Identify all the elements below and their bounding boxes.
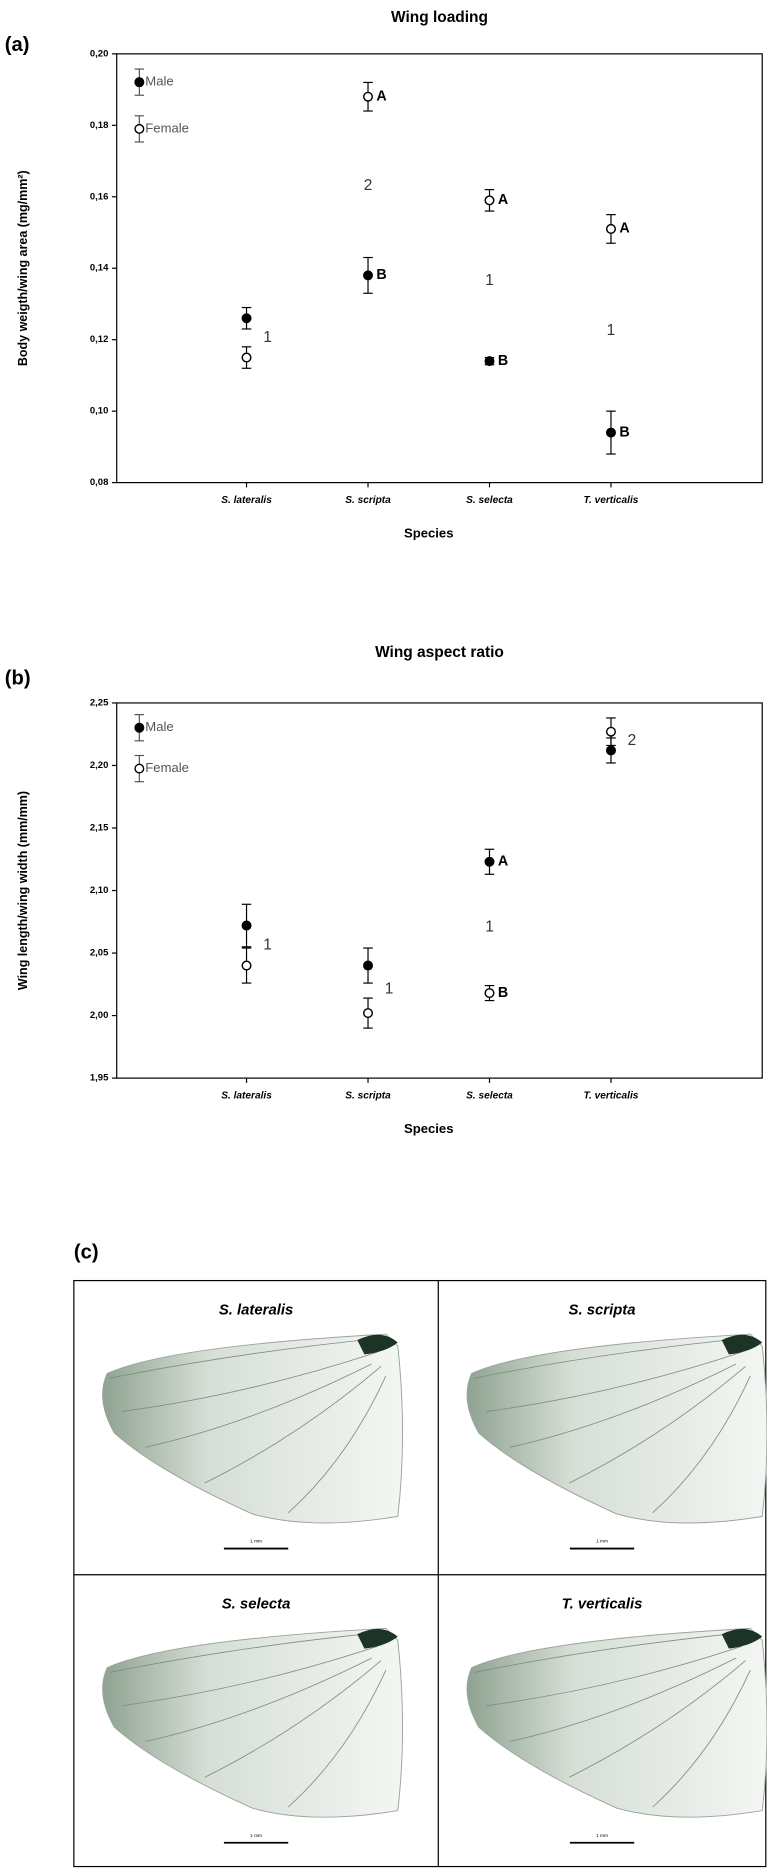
group-letter: B bbox=[498, 985, 508, 1001]
wing-shape bbox=[102, 1333, 404, 1524]
y-axis-label: Wing length/wing width (mm/mm) bbox=[16, 791, 30, 990]
image-title: S. scripta bbox=[569, 1302, 636, 1318]
data-point bbox=[241, 352, 252, 363]
data-point bbox=[605, 745, 616, 756]
plot-frame bbox=[116, 53, 763, 484]
x-axis-label: Species bbox=[404, 1121, 454, 1136]
scale-label: 1 mm bbox=[596, 1539, 608, 1545]
legend-label: Female bbox=[145, 760, 189, 775]
panel-label: (b) bbox=[5, 667, 31, 689]
y-tick-label: 0,18 bbox=[90, 120, 109, 131]
data-point bbox=[363, 91, 374, 102]
group-letter: B bbox=[376, 267, 386, 283]
wing-vein bbox=[473, 1337, 751, 1514]
y-tick-label: 2,00 bbox=[90, 1010, 109, 1021]
data-point bbox=[605, 427, 616, 438]
data-point bbox=[484, 856, 495, 867]
species-group-label: 1 bbox=[263, 329, 272, 346]
data-point bbox=[605, 223, 616, 234]
wing-vein bbox=[109, 1337, 387, 1514]
data-point bbox=[363, 270, 374, 281]
legend-marker bbox=[134, 722, 145, 733]
legend-label: Female bbox=[145, 120, 189, 135]
x-tick-label: S. scripta bbox=[345, 1091, 391, 1102]
species-group-label: 1 bbox=[385, 980, 394, 997]
y-tick-label: 1,95 bbox=[90, 1073, 109, 1084]
data-point bbox=[241, 313, 252, 324]
y-tick-label: 0,14 bbox=[90, 263, 109, 274]
species-group-label: 2 bbox=[364, 177, 373, 194]
species-group-label: 1 bbox=[263, 937, 272, 954]
plot-frame bbox=[116, 702, 763, 1079]
wing-shape bbox=[466, 1333, 767, 1524]
y-tick-label: 2,25 bbox=[90, 697, 109, 708]
wing-shape bbox=[466, 1627, 767, 1818]
image-title: T. verticalis bbox=[562, 1596, 643, 1612]
x-tick-label: S. selecta bbox=[466, 1091, 513, 1102]
wing-stigma bbox=[357, 1334, 398, 1355]
group-letter: A bbox=[619, 221, 629, 237]
wing-image: S. scripta 1 mm bbox=[466, 1302, 767, 1550]
data-point bbox=[484, 988, 495, 999]
data-point bbox=[363, 960, 374, 971]
chart-title: Wing loading bbox=[391, 9, 488, 26]
legend-label: Male bbox=[145, 719, 173, 734]
x-tick-label: S. lateralis bbox=[221, 1091, 272, 1102]
x-tick-label: T. verticalis bbox=[584, 495, 639, 506]
data-point bbox=[241, 960, 252, 971]
wing-stigma bbox=[721, 1334, 763, 1355]
scale-label: 1 mm bbox=[250, 1539, 262, 1545]
chart-title: Wing aspect ratio bbox=[375, 644, 504, 661]
y-tick-label: 0,12 bbox=[90, 334, 109, 345]
y-axis-label: Body weigth/wing area (mg/mm²) bbox=[16, 170, 30, 366]
wing-vein bbox=[473, 1631, 751, 1808]
group-letter: A bbox=[376, 89, 386, 105]
data-point bbox=[484, 356, 495, 367]
y-tick-label: 0,08 bbox=[90, 477, 109, 488]
y-tick-label: 0,10 bbox=[90, 406, 109, 417]
x-tick-label: S. lateralis bbox=[221, 495, 272, 506]
wing-image: S. selecta 1 mm bbox=[102, 1596, 404, 1844]
x-tick-label: T. verticalis bbox=[584, 1091, 639, 1102]
group-letter: B bbox=[498, 353, 508, 369]
data-point bbox=[605, 726, 616, 737]
y-tick-label: 2,10 bbox=[90, 885, 109, 896]
legend-label: Male bbox=[145, 74, 173, 89]
x-tick-label: S. scripta bbox=[345, 495, 391, 506]
data-point bbox=[484, 195, 495, 206]
y-tick-label: 2,20 bbox=[90, 760, 109, 771]
x-tick-label: S. selecta bbox=[466, 495, 513, 506]
legend-marker bbox=[134, 123, 145, 134]
y-tick-label: 2,05 bbox=[90, 948, 109, 959]
wing-stigma bbox=[357, 1628, 398, 1649]
legend-marker bbox=[134, 763, 145, 774]
panel-label: (c) bbox=[74, 1242, 99, 1264]
group-letter: B bbox=[619, 424, 629, 440]
wing-stigma bbox=[721, 1628, 763, 1649]
x-axis-label: Species bbox=[404, 525, 454, 540]
species-group-label: 1 bbox=[607, 322, 616, 339]
wing-shape bbox=[102, 1627, 404, 1818]
y-tick-label: 0,16 bbox=[90, 191, 109, 202]
y-tick-label: 2,15 bbox=[90, 823, 109, 834]
legend-marker bbox=[134, 77, 145, 88]
wing-image: T. verticalis 1 mm bbox=[466, 1596, 767, 1844]
panel-label: (a) bbox=[5, 34, 30, 56]
group-letter: A bbox=[498, 854, 508, 870]
species-group-label: 1 bbox=[485, 919, 494, 936]
scale-label: 1 mm bbox=[596, 1833, 608, 1839]
data-point bbox=[363, 1008, 374, 1019]
species-group-label: 2 bbox=[628, 732, 637, 749]
data-point bbox=[241, 920, 252, 931]
scale-label: 1 mm bbox=[250, 1833, 262, 1839]
wing-image: S. lateralis 1 mm bbox=[102, 1302, 404, 1550]
species-group-label: 1 bbox=[485, 272, 494, 289]
wing-vein bbox=[109, 1631, 387, 1808]
group-letter: A bbox=[498, 192, 508, 208]
image-title: S. lateralis bbox=[219, 1302, 293, 1318]
image-title: S. selecta bbox=[222, 1596, 291, 1612]
y-tick-label: 0,20 bbox=[90, 48, 109, 59]
